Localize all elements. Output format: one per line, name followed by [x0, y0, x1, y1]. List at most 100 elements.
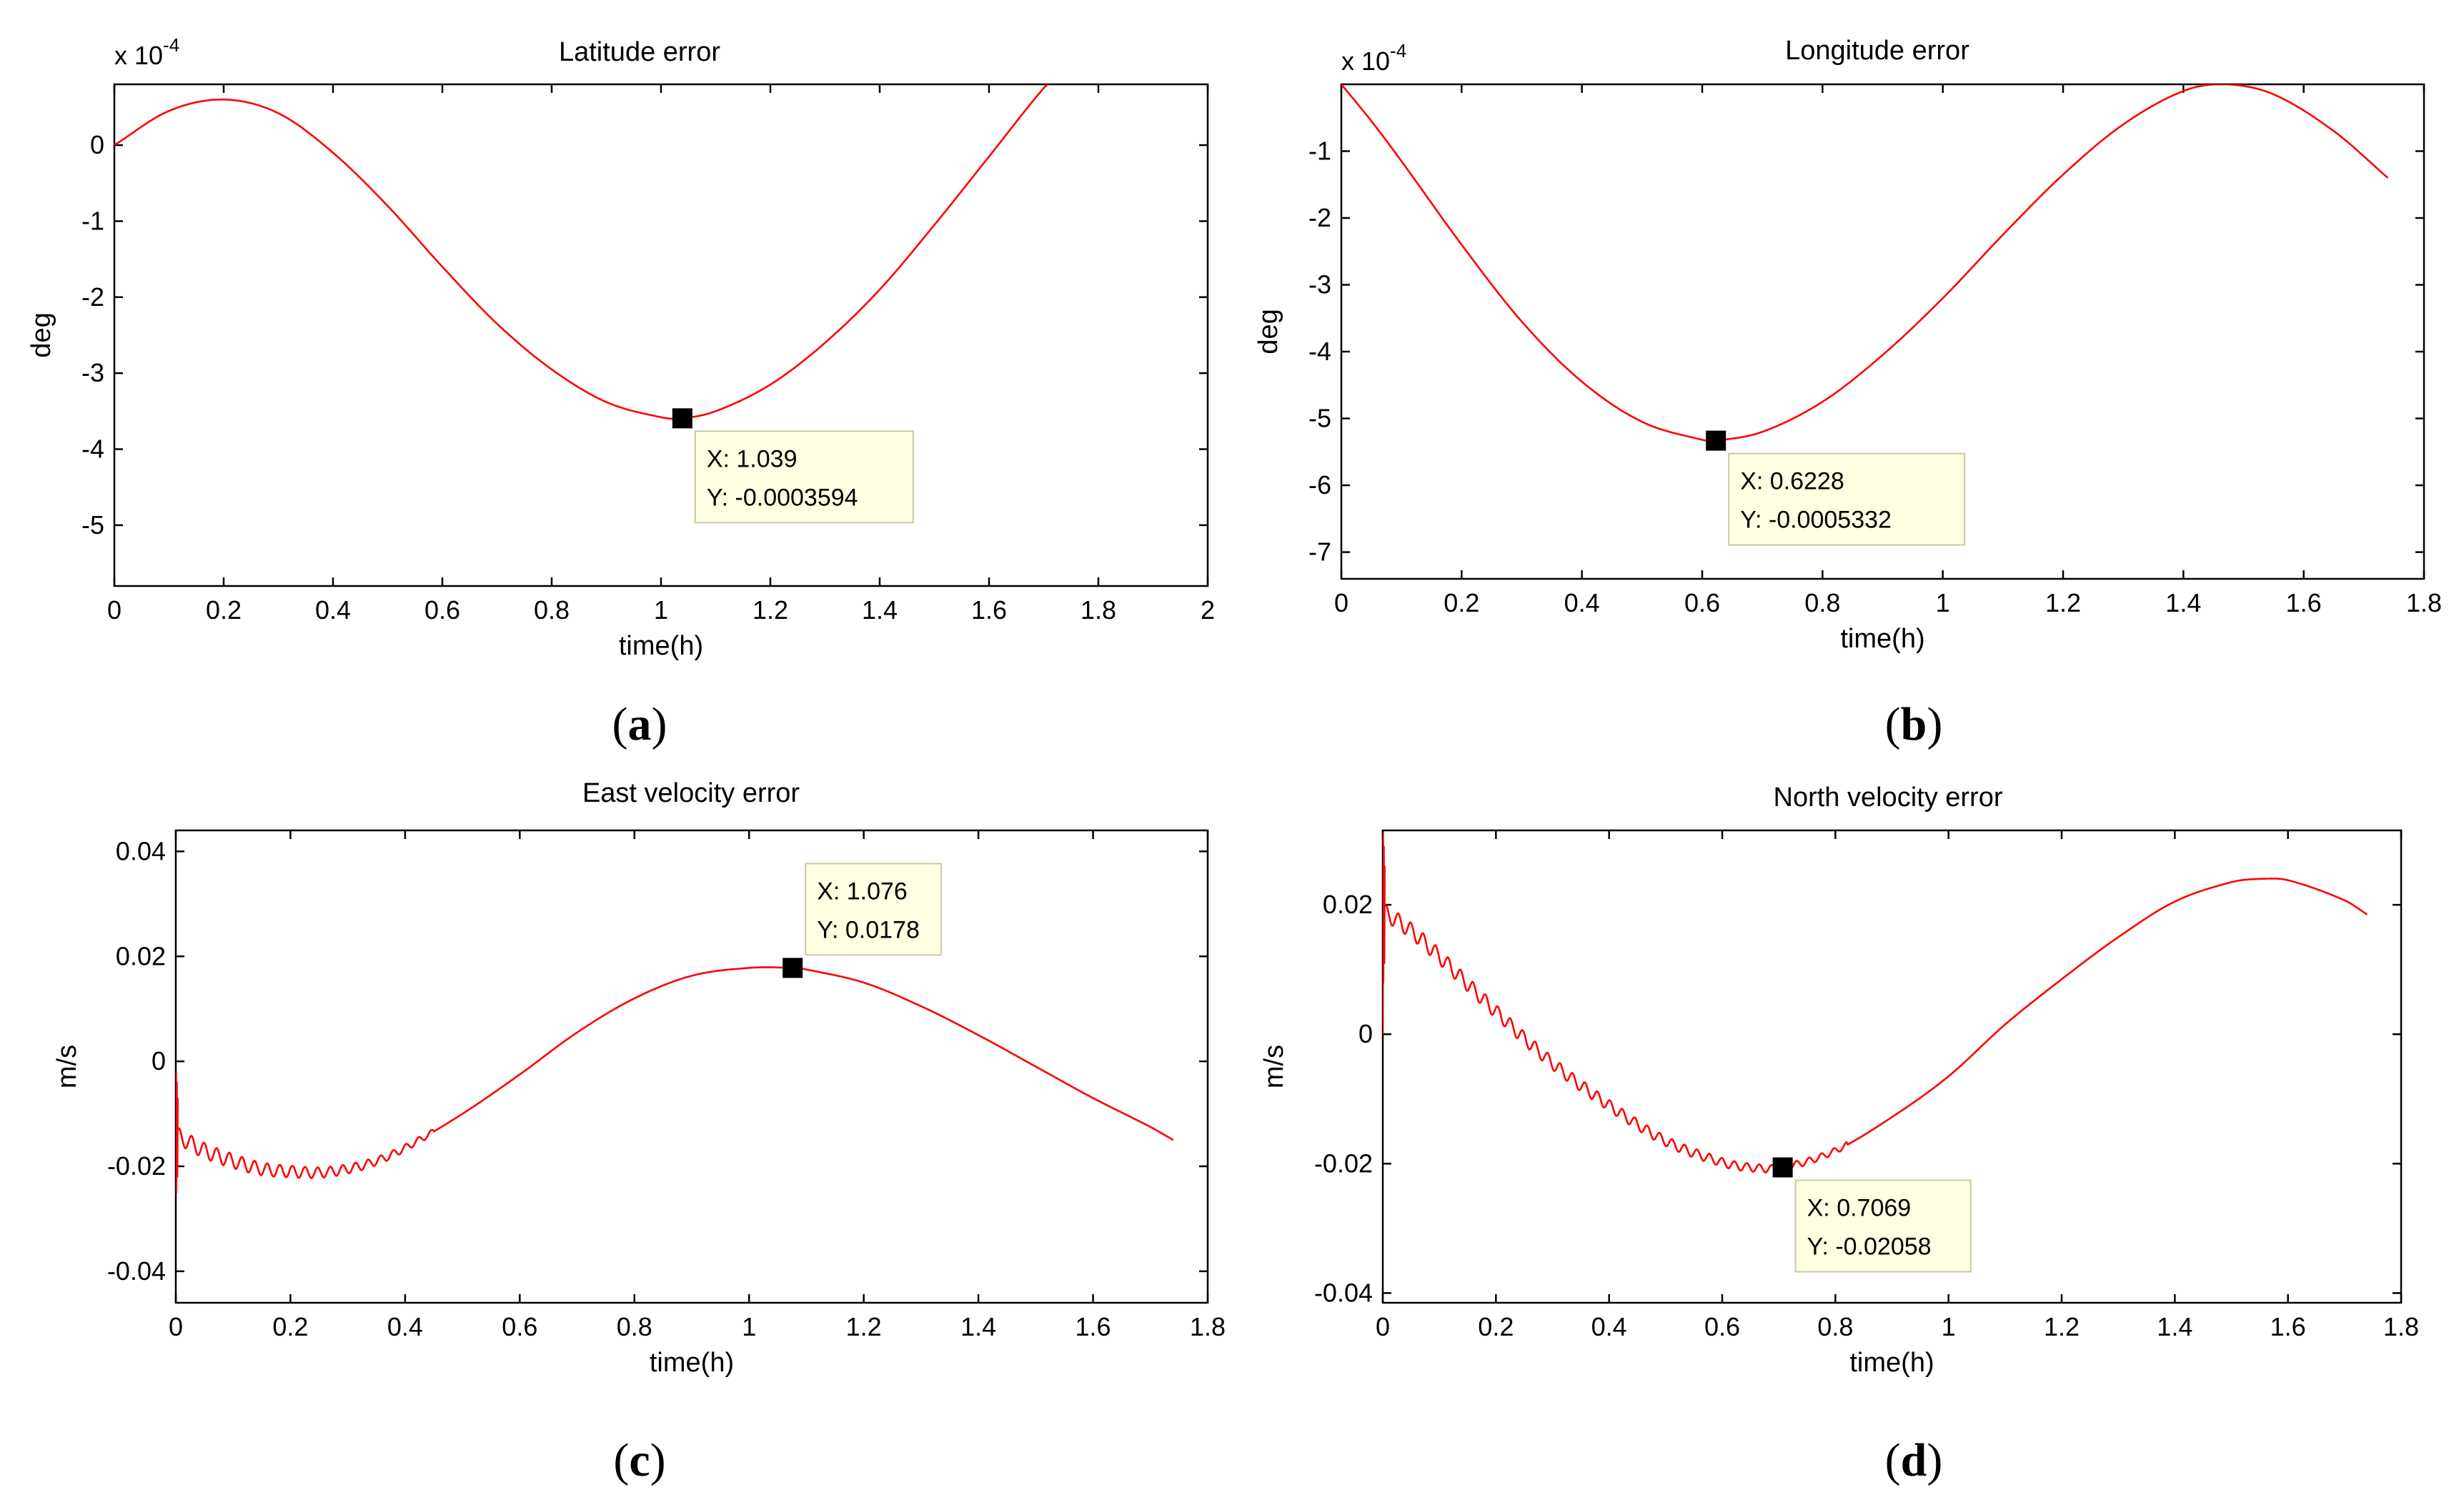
panel-c-transient-spike: [176, 1071, 179, 1194]
panel-a-xlabel: time(h): [619, 631, 703, 661]
panel-d-xtick-label: 0.6: [1704, 1312, 1740, 1341]
panel-c-ytick-label: 0.02: [116, 941, 166, 970]
panel-a-xtick-label: 2: [1201, 595, 1215, 625]
panel-a-ytick-label: -3: [81, 358, 104, 387]
panel-c-xtick-label: 0.6: [502, 1312, 537, 1341]
panel-a-datatip-marker[interactable]: [672, 408, 692, 429]
panel-c-datatip-x: X: 1.076: [817, 878, 908, 905]
panel-a-datatip-y: Y: -0.0003594: [707, 484, 858, 511]
panel-d-xtick-label: 0.8: [1817, 1312, 1853, 1341]
panel-b-caption: (b): [1885, 698, 1943, 750]
panel-a-xtick-label: 1.2: [752, 595, 788, 625]
panel-a-xtick-label: 0.2: [206, 595, 242, 625]
panel-a-ytick-label: -4: [81, 434, 104, 464]
panel-d-ytick-label: 0.02: [1323, 890, 1373, 919]
panel-d-ylabel: m/s: [1259, 1045, 1289, 1088]
panel-a-ytick-label: -2: [81, 282, 104, 312]
panel-b-xlabel: time(h): [1840, 624, 1924, 654]
panel-a-xtick-label: 0: [107, 595, 121, 625]
panel-c-caption-letter: c: [629, 1434, 650, 1486]
panel-b-xtick-label: 1: [1936, 588, 1950, 617]
panel-d-datatip-y: Y: -0.02058: [1807, 1233, 1932, 1261]
panel-d-xlabel: time(h): [1849, 1348, 1934, 1378]
panel-c-xtick-label: 0.4: [387, 1312, 423, 1341]
panel-c-plot-area: [174, 829, 1209, 1304]
panel-b-datatip-x: X: 0.6228: [1740, 468, 1844, 495]
panel-b-datatip-y: Y: -0.0005332: [1740, 507, 1892, 534]
panel-b-longitude-error: Longitude error x 10-4 (b) 0 0.2 0.4 0.6 0.8…: [1253, 36, 2442, 750]
panel-a-xtick-label: 1.6: [971, 595, 1007, 625]
panel-c-caption: (c): [613, 1434, 665, 1486]
panel-c-datatip-marker[interactable]: [783, 958, 803, 978]
panel-a-latitude-error: Latitude error x 10-4 (a) 0 0.2 0.4 0.6 0.8 1…: [26, 34, 1215, 750]
panel-d-xtick-label: 1.4: [2157, 1312, 2192, 1341]
panel-a-exponent-label: x 10-4: [114, 34, 179, 70]
panel-d-xtick-label: 0.2: [1478, 1312, 1514, 1341]
panel-c-ytick-label: -0.02: [107, 1151, 166, 1181]
panel-b-ytick-label: -6: [1308, 470, 1331, 500]
panel-b-caption-letter: b: [1901, 698, 1927, 750]
panel-b-ytick-label: -4: [1308, 337, 1331, 366]
panel-d-xtick-label: 1.8: [2383, 1312, 2419, 1341]
panel-d-title: North velocity error: [1774, 783, 2003, 813]
panel-c-ylabel: m/s: [52, 1045, 82, 1088]
panel-a-xtick-label: 1: [654, 595, 668, 625]
panel-c-xtick-label: 0.8: [617, 1312, 652, 1341]
panel-a-xtick-label: 0.4: [315, 595, 351, 625]
panel-d-xtick-label: 0: [1376, 1312, 1390, 1341]
panel-c-series-line: [176, 966, 1174, 1179]
panel-a-xtick-label: 1.8: [1081, 595, 1116, 625]
panel-d-datatip-box[interactable]: [1794, 1179, 1972, 1273]
panel-a-exponent-base: x 10: [114, 41, 163, 70]
panel-b-xtick-label: 0: [1334, 588, 1348, 617]
panel-d-transient-spike: [1383, 833, 1386, 1035]
panel-a-series-line: [114, 84, 1050, 420]
panel-b-xtick-label: 1.6: [2286, 588, 2322, 617]
panel-a-caption: (a): [612, 698, 667, 750]
panel-b-exponent-base: x 10: [1341, 46, 1390, 76]
panel-d-ytick-label: -0.04: [1314, 1278, 1373, 1307]
panel-d-series-line: [1383, 878, 2368, 1174]
panel-c-ytick-label: 0.04: [116, 836, 166, 865]
panel-d-xtick-label: 0.4: [1591, 1312, 1627, 1341]
panel-d-xtick-label: 1: [1942, 1312, 1956, 1341]
panel-c-east-velocity-error: East velocity error (c) 0 0.2 0.4 0.6 0.8 1 1.…: [52, 778, 1226, 1486]
panel-c-ytick-label: -0.04: [107, 1256, 166, 1286]
panel-d-caption: (d): [1885, 1434, 1943, 1486]
panel-b-ylabel: deg: [1253, 309, 1283, 354]
panel-b-exponent-label: x 10-4: [1341, 40, 1406, 76]
panel-b-datatip-box[interactable]: [1728, 452, 1966, 546]
panel-c-xtick-label: 1: [742, 1312, 756, 1341]
panel-c-ytick-label: 0: [151, 1046, 166, 1076]
panel-a-title: Latitude error: [559, 37, 720, 67]
panel-a-ytick-label: -1: [81, 206, 104, 235]
panel-b-exponent-power: -4: [1390, 40, 1406, 61]
panel-a-exponent-power: -4: [163, 34, 179, 56]
panel-d-north-velocity-error: North velocity error (d) 0 0.2 0.4 0.6 0.8 1 1…: [1259, 783, 2419, 1486]
panel-d-datatip-marker[interactable]: [1772, 1157, 1793, 1178]
panel-d-datatip-x: X: 0.7069: [1807, 1195, 1912, 1222]
panel-a-caption-letter: a: [628, 698, 652, 750]
panel-b-ytick-label: -2: [1308, 203, 1331, 232]
panel-c-xtick-label: 1.4: [960, 1312, 996, 1341]
panel-b-xtick-label: 1.4: [2165, 588, 2201, 617]
panel-c-xlabel: time(h): [650, 1348, 734, 1378]
panel-b-datatip-marker[interactable]: [1706, 430, 1727, 451]
panel-a-xtick-label: 0.6: [424, 595, 460, 625]
panel-a-datatip-box[interactable]: [694, 430, 914, 524]
panel-a-xtick-label: 0.8: [534, 595, 570, 625]
panel-b-xtick-label: 1.2: [2045, 588, 2081, 617]
panel-b-xtick-label: 1.8: [2406, 588, 2442, 617]
panel-b-title: Longitude error: [1785, 36, 1969, 66]
panel-c-datatip-box[interactable]: [805, 863, 943, 956]
panel-b-xtick-label: 0.8: [1804, 588, 1840, 617]
panel-b-ytick-label: -3: [1308, 270, 1331, 299]
panel-d-ytick-label: 0: [1358, 1019, 1373, 1048]
panel-b-xtick-label: 0.6: [1684, 588, 1720, 617]
panel-b-ytick-label: -1: [1308, 136, 1331, 166]
panel-c-datatip-y: Y: 0.0178: [817, 916, 920, 943]
panel-c-xtick-label: 1.6: [1075, 1312, 1111, 1341]
panel-a-datatip-x: X: 1.039: [707, 445, 798, 472]
panel-a-ytick-label: 0: [90, 130, 104, 159]
